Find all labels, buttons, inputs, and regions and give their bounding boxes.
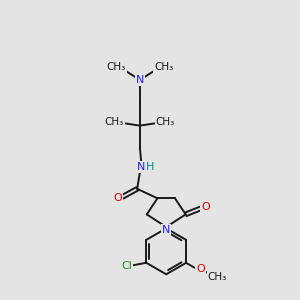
Text: CH₃: CH₃ <box>156 117 175 127</box>
Text: CH₃: CH₃ <box>106 62 126 72</box>
Text: H: H <box>146 162 154 172</box>
Text: Cl: Cl <box>121 260 132 271</box>
Text: CH₃: CH₃ <box>105 117 124 127</box>
Text: N: N <box>137 162 146 172</box>
Text: CH₃: CH₃ <box>154 62 173 72</box>
Text: CH₃: CH₃ <box>208 272 227 282</box>
Text: O: O <box>113 193 122 203</box>
Text: N: N <box>136 75 144 85</box>
Text: O: O <box>201 202 210 212</box>
Text: O: O <box>196 264 205 274</box>
Text: N: N <box>162 225 170 235</box>
